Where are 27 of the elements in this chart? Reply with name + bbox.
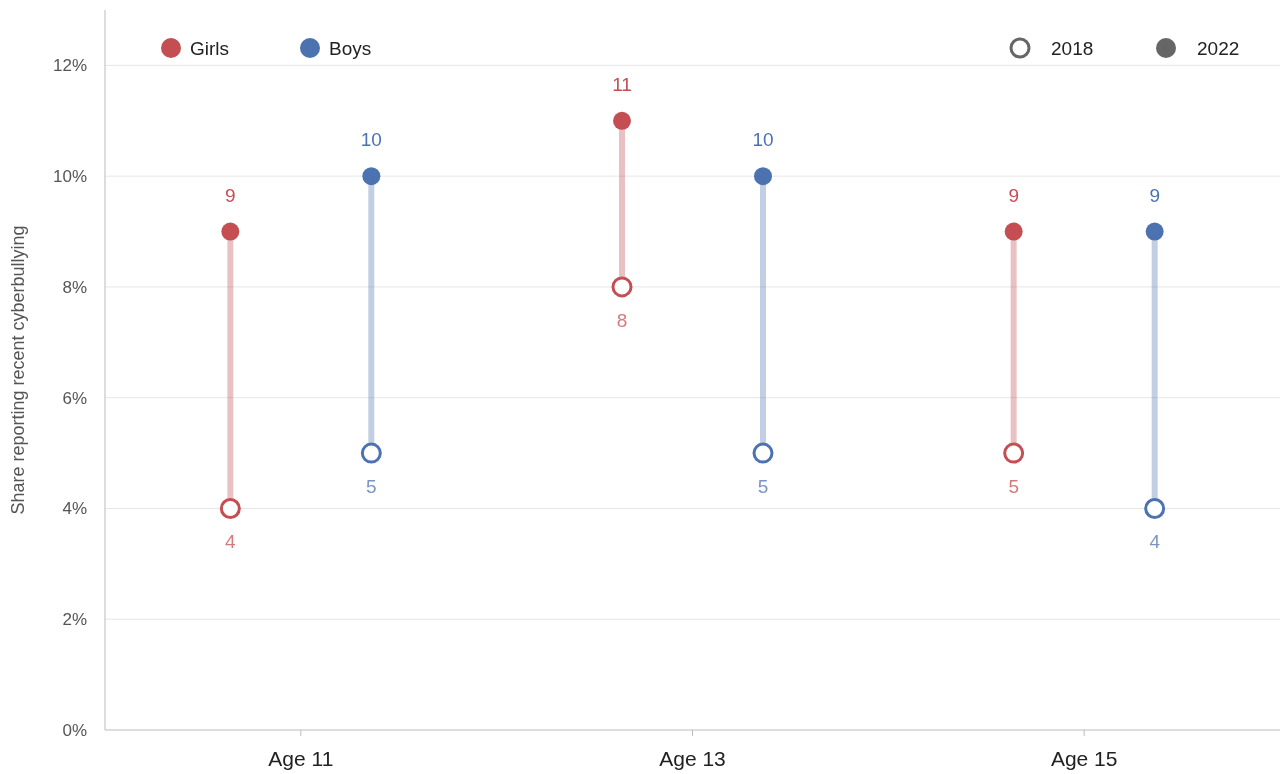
y-tick-label: 12% (52, 56, 87, 76)
y-tick-label: 2% (62, 610, 87, 630)
data-label: 4 (225, 531, 237, 553)
y-axis-title: Share reporting recent cyberbullying (8, 225, 28, 515)
data-label: 9 (1149, 184, 1160, 206)
data-label: 5 (1008, 476, 1019, 498)
data-label: 8 (616, 309, 628, 331)
y-tick-label: 6% (62, 388, 87, 408)
data-label: 10 (752, 129, 774, 151)
y-tick-label: 4% (62, 499, 87, 519)
legend-label: Girls (190, 37, 230, 59)
data-label: 9 (1008, 184, 1019, 206)
annotation: 2018 (1051, 37, 1094, 59)
x-tick-label: Age 13 (659, 747, 726, 770)
legend-label: Boys (329, 37, 372, 59)
annotation: 2022 (1197, 37, 1240, 59)
y-tick-label: 8% (62, 277, 87, 297)
data-label: 5 (757, 476, 769, 498)
y-tick-label: 0% (62, 720, 87, 740)
data-label: 9 (225, 184, 236, 206)
data-label: 4 (1149, 531, 1161, 553)
data-label: 11 (612, 73, 632, 95)
y-tick-label: 10% (52, 167, 87, 187)
data-label: 5 (366, 476, 377, 498)
x-tick-label: Age 11 (268, 747, 334, 770)
data-label: 10 (360, 129, 382, 151)
x-tick-label: Age 15 (1050, 747, 1118, 770)
